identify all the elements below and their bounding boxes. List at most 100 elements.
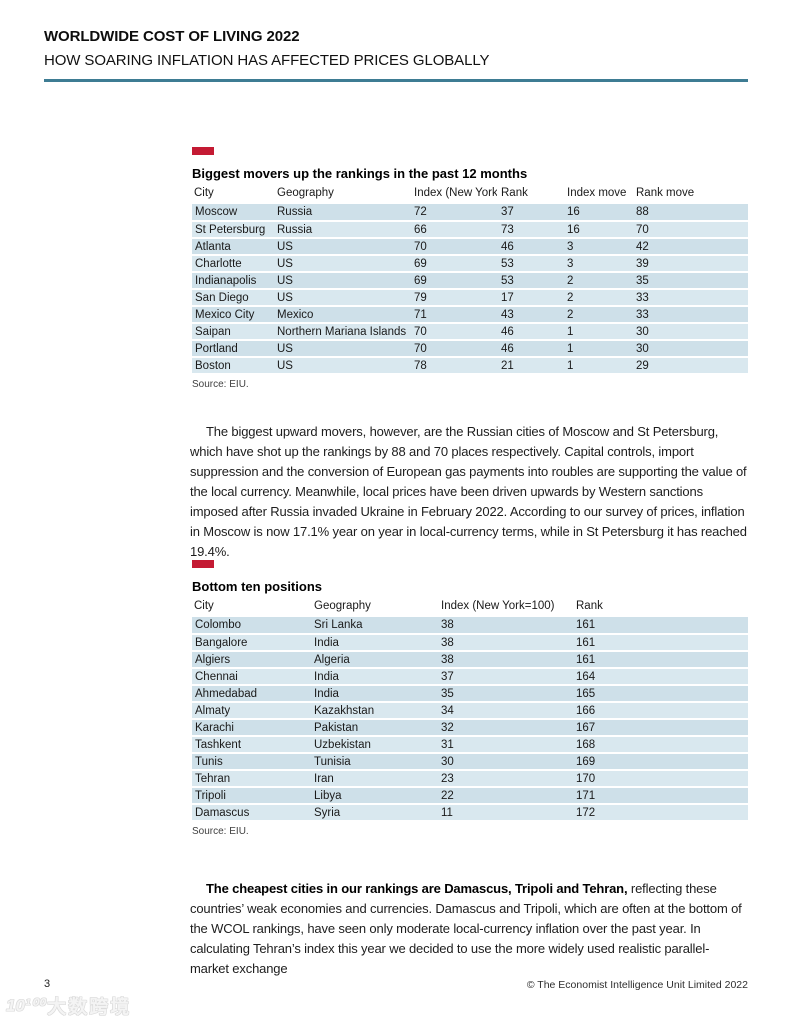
table-cell: 17 xyxy=(497,289,563,306)
table-cell: Russia xyxy=(273,204,410,221)
table-cell: 33 xyxy=(632,306,748,323)
table-row: Portland US 70 46 1 30 xyxy=(192,340,748,357)
table-row: Colombo Sri Lanka 38 161 xyxy=(192,617,748,634)
table-header-row: City Geography Index (New York=100) Rank Ind… xyxy=(192,186,748,204)
column-header: Geography xyxy=(314,600,371,612)
paragraph-bold-lead: The cheapest cities in our rankings are … xyxy=(206,881,628,896)
table-cell: 32 xyxy=(437,719,572,736)
table-row: San Diego US 79 17 2 33 xyxy=(192,289,748,306)
watermark: 10¹⁰⁰ 大数跨境 xyxy=(6,992,131,1019)
table-cell: 37 xyxy=(437,668,572,685)
table-cell: 1 xyxy=(563,340,632,357)
table-cell: 39 xyxy=(632,255,748,272)
column-header: Rank xyxy=(501,187,528,199)
table-cell: 66 xyxy=(410,221,497,238)
table-cell: 161 xyxy=(572,617,748,634)
table-cell: Uzbekistan xyxy=(310,736,437,753)
table-cell: Moscow xyxy=(192,204,273,221)
bottom-ten-table: City Geography Index (New York=100) Rank Co… xyxy=(192,599,748,822)
table-cell: Tunisia xyxy=(310,753,437,770)
table-cell: 1 xyxy=(563,357,632,374)
table-cell: 172 xyxy=(572,804,748,821)
table-cell: 22 xyxy=(437,787,572,804)
body-paragraph-movers: The biggest upward movers, however, are … xyxy=(190,424,747,559)
page-number: 3 xyxy=(44,978,51,990)
table-cell: India xyxy=(310,685,437,702)
table-cell: 35 xyxy=(632,272,748,289)
table-cell: India xyxy=(310,668,437,685)
table-row: St Petersburg Russia 66 73 16 70 xyxy=(192,221,748,238)
table-cell: Tehran xyxy=(192,770,310,787)
column-header: City xyxy=(194,600,214,612)
table-cell: 35 xyxy=(437,685,572,702)
table-cell: Kazakhstan xyxy=(310,702,437,719)
section-biggest-movers: Biggest movers up the rankings in the pa… xyxy=(192,147,748,390)
column-header: Index (New York=100) xyxy=(441,600,555,612)
table-cell: Ahmedabad xyxy=(192,685,310,702)
table-row: Mexico City Mexico 71 43 2 33 xyxy=(192,306,748,323)
table-row: Indianapolis US 69 53 2 35 xyxy=(192,272,748,289)
section-bottom-ten: Bottom ten positions City Geography Index … xyxy=(192,560,748,837)
column-header: Geography xyxy=(277,187,334,199)
table-cell: US xyxy=(273,340,410,357)
table-cell: US xyxy=(273,272,410,289)
table-cell: Tunis xyxy=(192,753,310,770)
table-cell: Portland xyxy=(192,340,273,357)
report-subtitle: HOW SOARING INFLATION HAS AFFECTED PRICE… xyxy=(44,52,490,69)
body-paragraph-cheapest: The cheapest cities in our rankings are … xyxy=(190,879,748,979)
column-header: City xyxy=(194,187,214,199)
table-cell: 34 xyxy=(437,702,572,719)
table-cell: Mexico City xyxy=(192,306,273,323)
table-cell: 168 xyxy=(572,736,748,753)
table-cell: Almaty xyxy=(192,702,310,719)
table-cell: 70 xyxy=(410,323,497,340)
table-cell: 46 xyxy=(497,323,563,340)
table-cell: Russia xyxy=(273,221,410,238)
table-cell: 16 xyxy=(563,221,632,238)
page-header: WORLDWIDE COST OF LIVING 2022 HOW SOARIN… xyxy=(44,28,748,82)
table-cell: 46 xyxy=(497,340,563,357)
watermark-text: 大数跨境 xyxy=(47,997,132,1018)
table-cell: 167 xyxy=(572,719,748,736)
table-cell: 42 xyxy=(632,238,748,255)
table-cell: 171 xyxy=(572,787,748,804)
table-row: Tunis Tunisia 30 169 xyxy=(192,753,748,770)
report-title: WORLDWIDE COST OF LIVING 2022 xyxy=(44,28,300,45)
header-rule xyxy=(44,79,748,82)
table-title: Biggest movers up the rankings in the pa… xyxy=(192,166,528,181)
table-row: Karachi Pakistan 32 167 xyxy=(192,719,748,736)
table-cell: 88 xyxy=(632,204,748,221)
table-title: Bottom ten positions xyxy=(192,579,322,594)
table-cell: Iran xyxy=(310,770,437,787)
table-cell: St Petersburg xyxy=(192,221,273,238)
table-row: Almaty Kazakhstan 34 166 xyxy=(192,702,748,719)
table-row: Tashkent Uzbekistan 31 168 xyxy=(192,736,748,753)
table-cell: 72 xyxy=(410,204,497,221)
table-cell: 70 xyxy=(410,238,497,255)
table-cell: 38 xyxy=(437,617,572,634)
table-cell: Colombo xyxy=(192,617,310,634)
table-row: Tripoli Libya 22 171 xyxy=(192,787,748,804)
table-cell: Northern Mariana Islands xyxy=(273,323,410,340)
table-cell: 70 xyxy=(410,340,497,357)
table-header-row: City Geography Index (New York=100) Rank xyxy=(192,599,748,617)
table-cell: Syria xyxy=(310,804,437,821)
table-cell: Boston xyxy=(192,357,273,374)
table-cell: US xyxy=(273,289,410,306)
table-row: Charlotte US 69 53 3 39 xyxy=(192,255,748,272)
table-cell: US xyxy=(273,255,410,272)
table-cell: Sri Lanka xyxy=(310,617,437,634)
table-cell: 161 xyxy=(572,634,748,651)
table-cell: 31 xyxy=(437,736,572,753)
table-cell: 71 xyxy=(410,306,497,323)
table-cell: Indianapolis xyxy=(192,272,273,289)
table-cell: Algeria xyxy=(310,651,437,668)
table-cell: 37 xyxy=(497,204,563,221)
table-cell: 38 xyxy=(437,651,572,668)
table-cell: 164 xyxy=(572,668,748,685)
table-cell: Algiers xyxy=(192,651,310,668)
table-cell: 11 xyxy=(437,804,572,821)
table-cell: Libya xyxy=(310,787,437,804)
copyright-notice: © The Economist Intelligence Unit Limite… xyxy=(526,979,748,991)
